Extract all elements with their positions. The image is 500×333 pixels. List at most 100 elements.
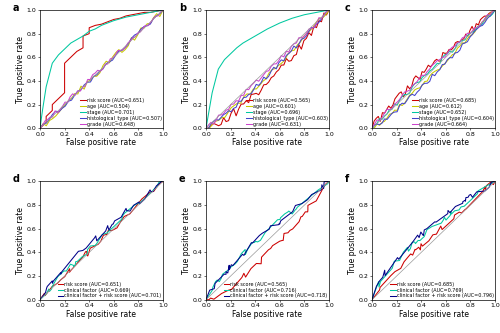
- stage (AUC=0.696): [264, 27, 270, 31]
- histological_type (AUC=0.507): [44, 121, 50, 125]
- grade (AUC=0.664): [482, 17, 488, 21]
- age (AUC=0.504): [81, 87, 87, 91]
- risk score (AUC=0.651): [116, 222, 122, 226]
- risk score (AUC=0.685): [369, 126, 375, 130]
- histological_type (AUC=0.604): [430, 72, 436, 76]
- clinical factor (AUC=0.716): [228, 265, 234, 269]
- risk score (AUC=0.685): [456, 210, 462, 214]
- age (AUC=0.612): [490, 9, 496, 13]
- risk score (AUC=0.651): [158, 180, 164, 184]
- clinical factor + risk score (AUC=0.796): [433, 220, 439, 224]
- clinical factor (AUC=0.769): [420, 236, 426, 240]
- risk score (AUC=0.565): [280, 238, 286, 242]
- age (AUC=0.601): [298, 40, 304, 44]
- age (AUC=0.601): [269, 68, 275, 72]
- clinical factor (AUC=0.669): [68, 262, 73, 266]
- age (AUC=0.504): [150, 16, 156, 20]
- stage (AUC=0.652): [432, 64, 438, 68]
- risk score (AUC=0.565): [239, 275, 245, 279]
- Line: histological_type (AUC=0.507): histological_type (AUC=0.507): [40, 10, 163, 128]
- risk score (AUC=0.651): [68, 55, 73, 59]
- risk score (AUC=0.651): [66, 270, 72, 274]
- risk score (AUC=0.651): [121, 214, 127, 218]
- grade (AUC=0.664): [416, 76, 422, 80]
- grade (AUC=0.631): [314, 21, 320, 25]
- clinical factor + risk score (AUC=0.718): [319, 183, 325, 187]
- stage (AUC=0.696): [289, 16, 295, 20]
- age (AUC=0.612): [452, 52, 458, 56]
- age (AUC=0.601): [244, 92, 250, 96]
- age (AUC=0.504): [66, 99, 71, 103]
- risk score (AUC=0.565): [321, 11, 327, 15]
- risk score (AUC=0.565): [284, 57, 290, 61]
- clinical factor (AUC=0.669): [160, 179, 166, 183]
- age (AUC=0.601): [225, 111, 231, 115]
- histological_type (AUC=0.603): [210, 120, 216, 124]
- stage (AUC=0.652): [416, 80, 422, 84]
- risk score (AUC=0.565): [270, 244, 276, 248]
- stage (AUC=0.652): [430, 67, 436, 71]
- grade (AUC=0.631): [294, 41, 300, 45]
- grade (AUC=0.631): [288, 44, 294, 48]
- Line: risk score (AUC=0.565): risk score (AUC=0.565): [206, 10, 329, 128]
- risk score (AUC=0.565): [268, 76, 274, 80]
- stage (AUC=0.652): [477, 24, 483, 28]
- risk score (AUC=0.651): [49, 285, 55, 289]
- risk score (AUC=0.565): [302, 210, 308, 214]
- risk score (AUC=0.651): [56, 97, 62, 101]
- Y-axis label: True positive rate: True positive rate: [182, 207, 192, 274]
- risk score (AUC=0.685): [430, 233, 436, 237]
- clinical factor (AUC=0.769): [421, 234, 427, 238]
- grade (AUC=0.664): [464, 31, 470, 35]
- grade (AUC=0.648): [84, 78, 90, 82]
- risk score (AUC=0.565): [240, 102, 246, 106]
- grade (AUC=0.648): [130, 36, 136, 40]
- age (AUC=0.612): [374, 122, 380, 126]
- age (AUC=0.504): [78, 84, 84, 88]
- risk score (AUC=0.565): [318, 20, 324, 24]
- grade (AUC=0.631): [206, 123, 212, 127]
- age (AUC=0.504): [122, 48, 128, 52]
- risk score (AUC=0.565): [206, 298, 212, 302]
- risk score (AUC=0.651): [82, 250, 88, 254]
- clinical factor (AUC=0.716): [274, 218, 280, 222]
- age (AUC=0.601): [282, 58, 288, 62]
- age (AUC=0.612): [482, 19, 488, 23]
- clinical factor + risk score (AUC=0.701): [130, 203, 136, 207]
- risk score (AUC=0.565): [314, 26, 320, 30]
- risk score (AUC=0.565): [322, 182, 328, 186]
- age (AUC=0.601): [250, 87, 256, 91]
- grade (AUC=0.631): [298, 36, 304, 40]
- histological_type (AUC=0.507): [56, 110, 62, 114]
- risk score (AUC=0.651): [158, 180, 164, 184]
- age (AUC=0.612): [409, 91, 415, 95]
- stage (AUC=0.652): [492, 8, 498, 12]
- age (AUC=0.601): [219, 116, 225, 120]
- risk score (AUC=0.651): [62, 275, 68, 279]
- Line: clinical factor + risk score (AUC=0.701): clinical factor + risk score (AUC=0.701): [40, 181, 163, 300]
- clinical factor + risk score (AUC=0.701): [58, 271, 64, 275]
- clinical factor + risk score (AUC=0.701): [148, 189, 154, 193]
- histological_type (AUC=0.507): [110, 58, 116, 62]
- risk score (AUC=0.685): [484, 184, 490, 188]
- histological_type (AUC=0.507): [100, 67, 106, 71]
- clinical factor (AUC=0.716): [286, 209, 292, 213]
- age (AUC=0.612): [444, 59, 450, 63]
- grade (AUC=0.631): [220, 112, 226, 116]
- grade (AUC=0.648): [54, 111, 60, 115]
- histological_type (AUC=0.507): [119, 48, 125, 52]
- clinical factor (AUC=0.769): [443, 218, 449, 222]
- grade (AUC=0.631): [266, 69, 272, 73]
- risk score (AUC=0.565): [288, 59, 294, 63]
- clinical factor + risk score (AUC=0.701): [92, 234, 98, 238]
- clinical factor (AUC=0.769): [390, 266, 396, 270]
- clinical factor (AUC=0.669): [84, 248, 90, 252]
- Line: risk score (AUC=0.565): risk score (AUC=0.565): [206, 181, 329, 300]
- clinical factor (AUC=0.716): [242, 247, 248, 251]
- grade (AUC=0.664): [472, 26, 478, 30]
- clinical factor (AUC=0.669): [74, 260, 80, 264]
- risk score (AUC=0.565): [271, 74, 277, 78]
- clinical factor (AUC=0.716): [218, 276, 224, 280]
- risk score (AUC=0.651): [37, 126, 43, 130]
- age (AUC=0.612): [422, 80, 428, 84]
